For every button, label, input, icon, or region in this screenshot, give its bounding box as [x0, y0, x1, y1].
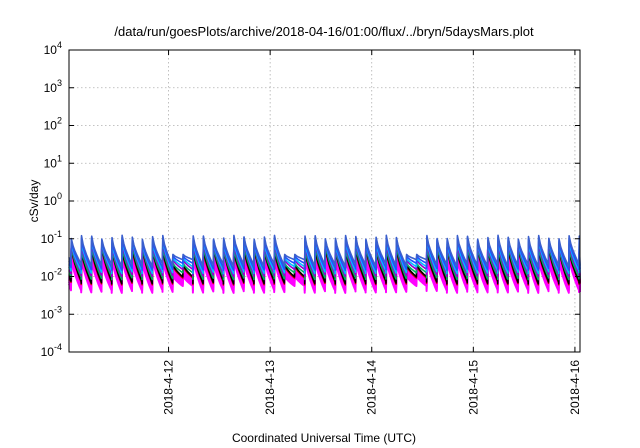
- y-tick-labels: 10-4 10-3 10-2 10-1 100 101 102 103 104: [41, 40, 62, 359]
- x-tick-label: 2018-4-15: [466, 360, 480, 415]
- x-tick-label: 2018-4-14: [365, 360, 379, 415]
- series-line: [68, 234, 581, 268]
- y-tick-label: 103: [44, 78, 62, 95]
- grid: [69, 50, 580, 352]
- y-tick-label: 102: [44, 116, 62, 133]
- x-tick-label: 2018-4-16: [568, 360, 582, 415]
- y-tick-label: 101: [44, 153, 62, 170]
- series-line: [68, 236, 581, 271]
- y-tick-label: 10-1: [41, 229, 62, 246]
- axis-ticks: [69, 49, 580, 353]
- x-tick-label: 2018-4-12: [162, 360, 176, 415]
- y-tick-label: 10-2: [41, 267, 62, 284]
- y-tick-label: 10-4: [41, 342, 62, 359]
- y-tick-label: 100: [44, 191, 62, 208]
- x-tick-label: 2018-4-13: [263, 360, 277, 415]
- series-group: [68, 234, 581, 294]
- x-axis-label: Coordinated Universal Time (UTC): [232, 431, 416, 445]
- series-line: [68, 243, 581, 281]
- y-tick-label: 10-3: [41, 304, 62, 321]
- y-axis-label: cSv/day: [27, 180, 41, 223]
- x-tick-labels: 2018-4-12 2018-4-13 2018-4-14 2018-4-15 2018…: [162, 360, 582, 415]
- y-tick-label: 104: [44, 40, 62, 57]
- chart-title: /data/run/goesPlots/archive/2018-04-16/0…: [114, 24, 534, 39]
